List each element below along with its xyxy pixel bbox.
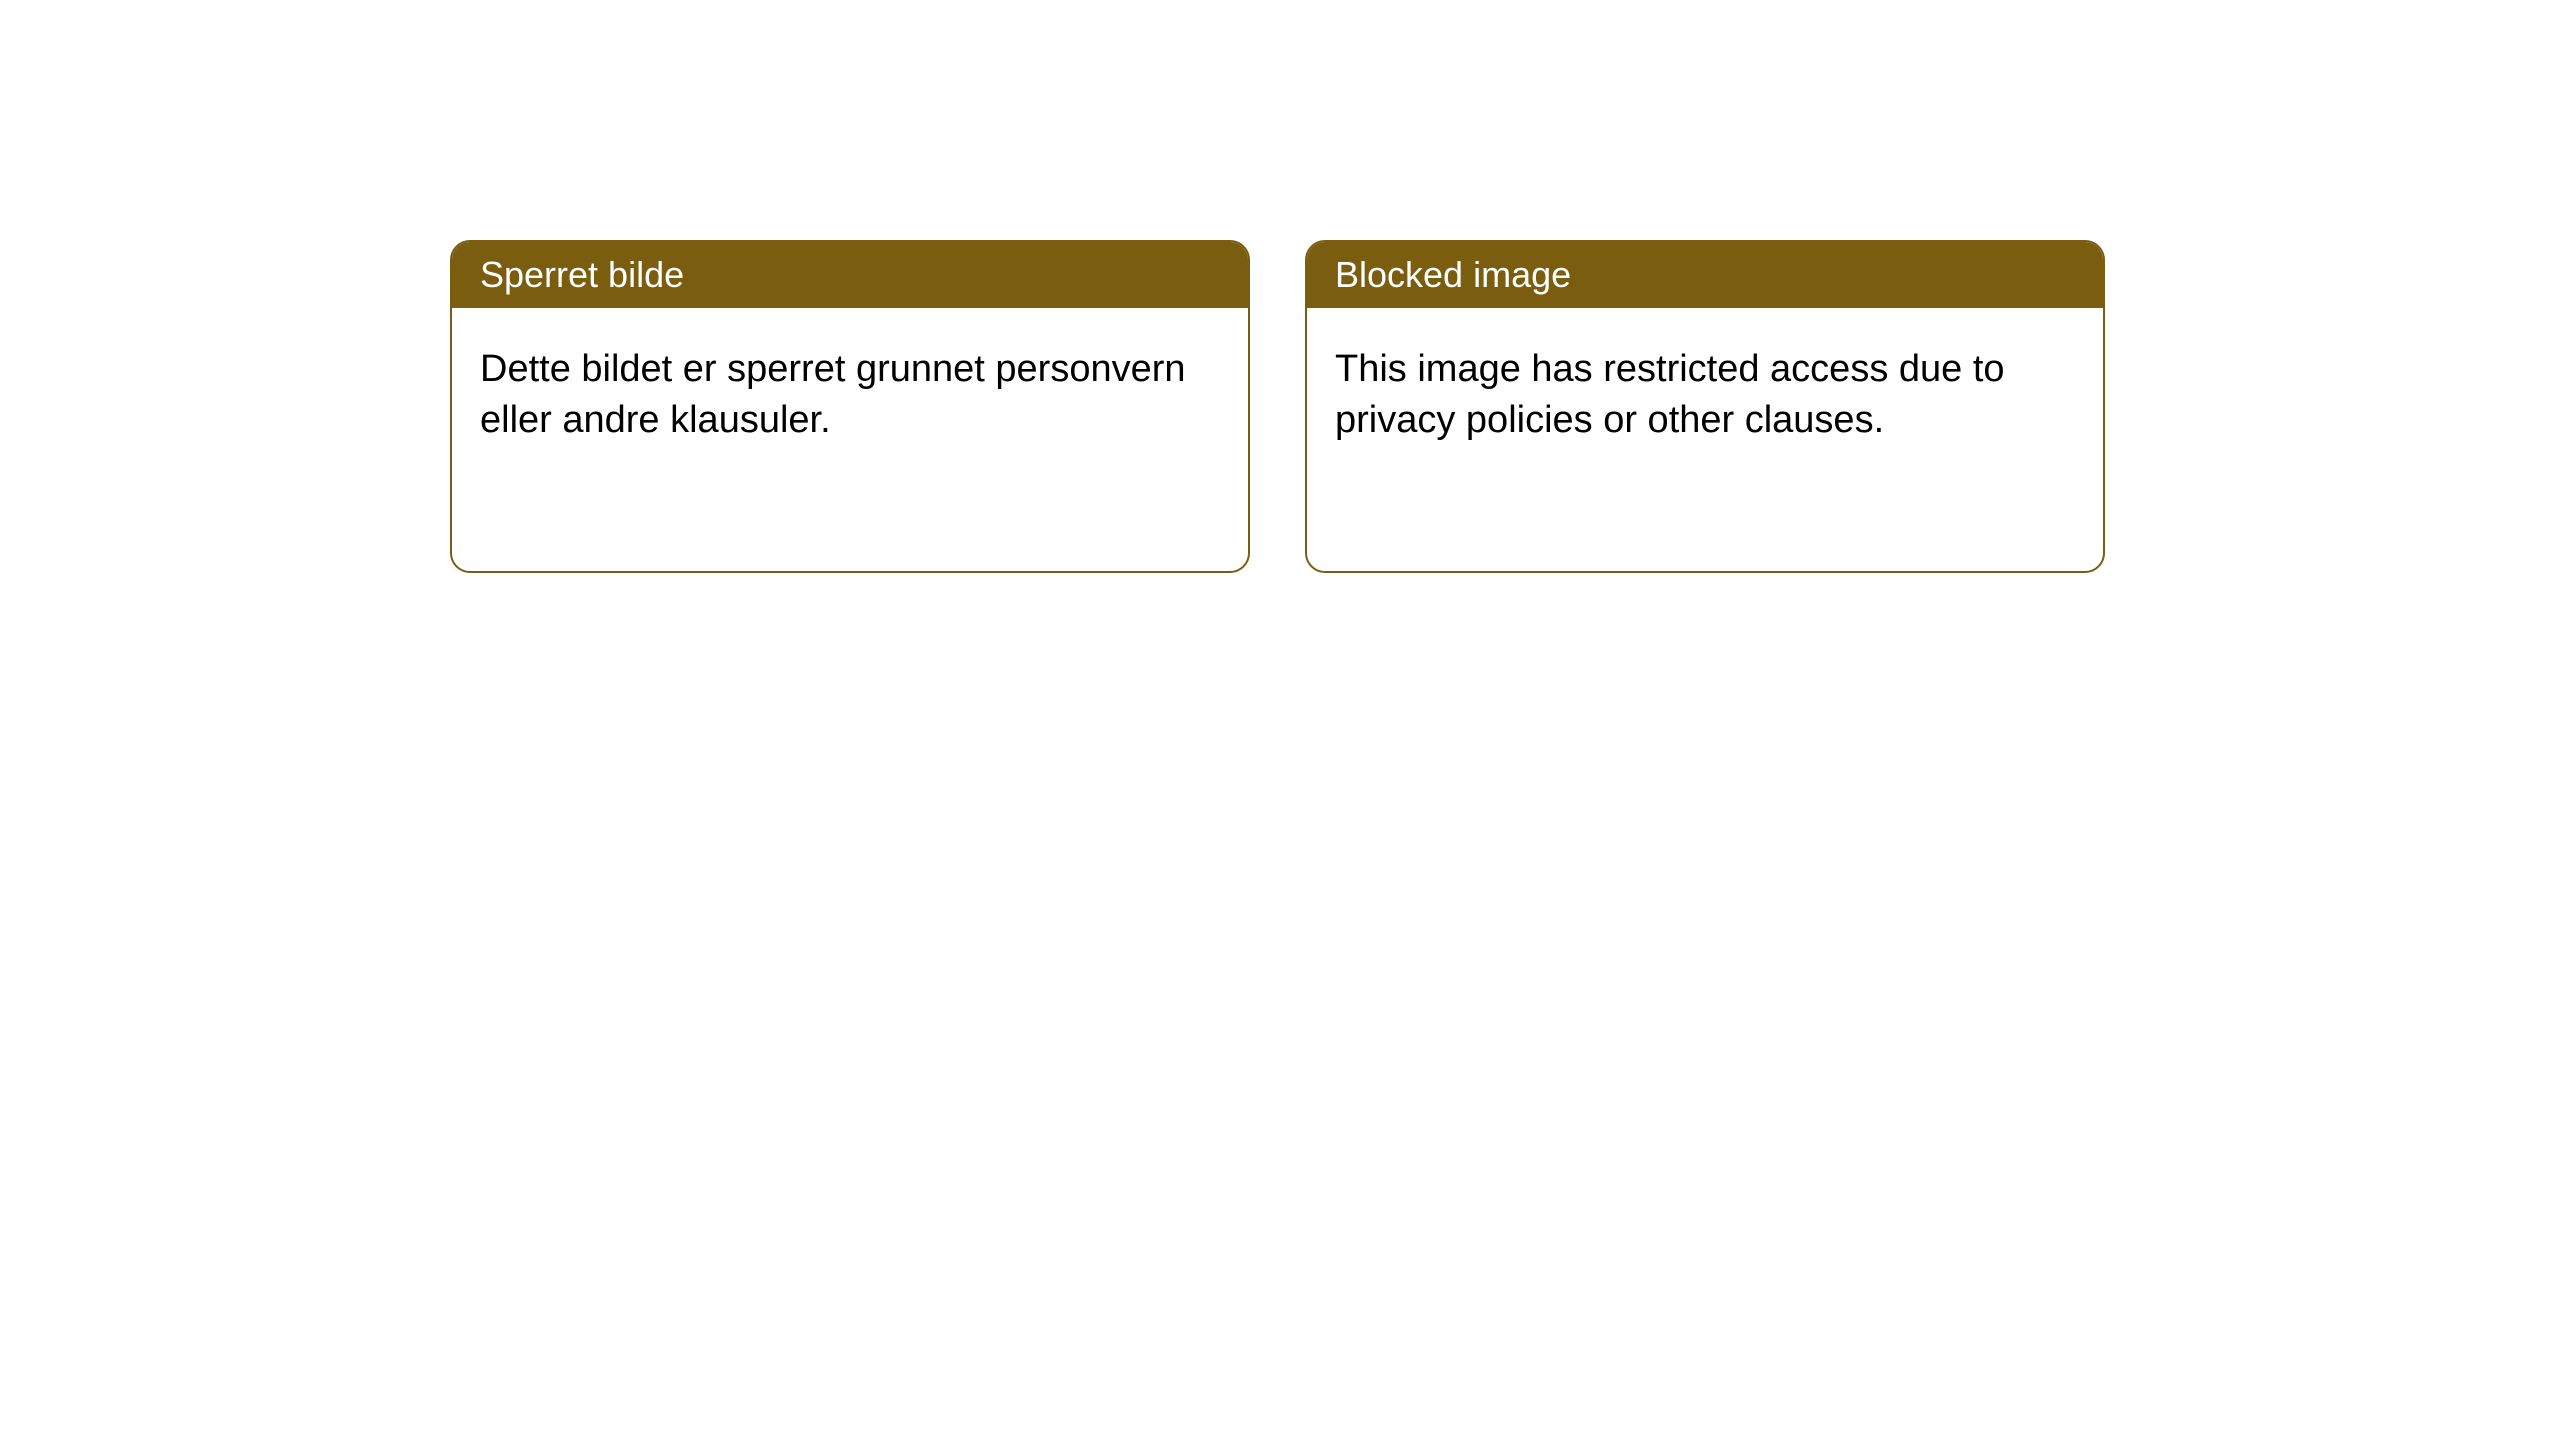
notice-title: Blocked image	[1335, 254, 1571, 295]
notice-card-norwegian: Sperret bilde Dette bildet er sperret gr…	[450, 240, 1250, 573]
notice-message: Dette bildet er sperret grunnet personve…	[480, 348, 1186, 441]
notice-card-english: Blocked image This image has restricted …	[1305, 240, 2105, 573]
notice-message: This image has restricted access due to …	[1335, 348, 2005, 441]
notice-container: Sperret bilde Dette bildet er sperret gr…	[0, 0, 2560, 573]
notice-body: Dette bildet er sperret grunnet personve…	[452, 308, 1248, 483]
notice-header: Sperret bilde	[452, 242, 1248, 308]
notice-body: This image has restricted access due to …	[1307, 308, 2103, 483]
notice-header: Blocked image	[1307, 242, 2103, 308]
notice-title: Sperret bilde	[480, 254, 684, 295]
